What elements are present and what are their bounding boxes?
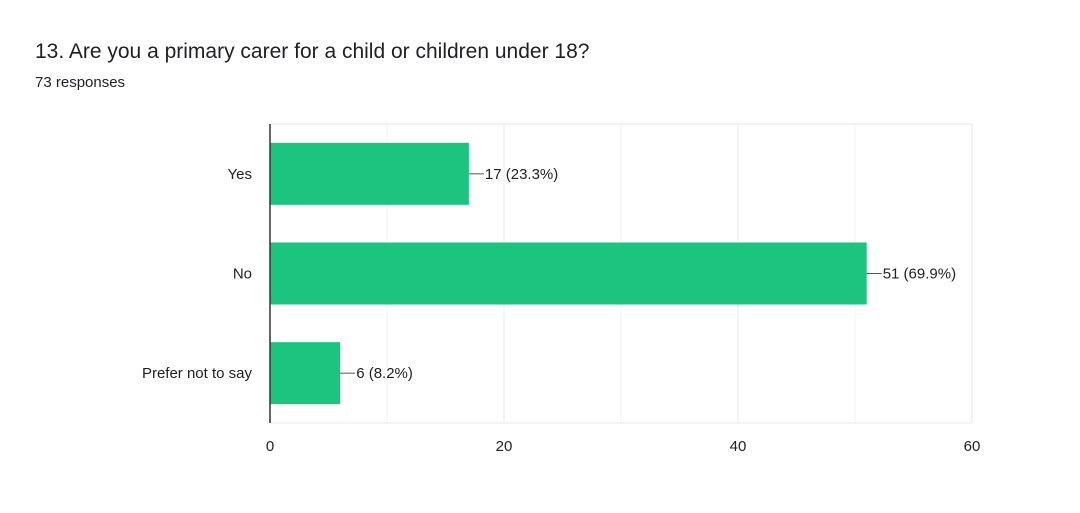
x-tick-label: 60 (964, 438, 981, 455)
x-tick-label: 0 (266, 438, 274, 455)
category-label: Prefer not to say (142, 365, 253, 382)
category-labels: Yes No Prefer not to say (142, 166, 253, 382)
data-label: 51 (69.9%) (883, 266, 956, 283)
category-label: No (233, 266, 252, 283)
data-labels: 17 (23.3%) 51 (69.9%) 6 (8.2%) (340, 166, 956, 382)
data-label: 6 (8.2%) (356, 365, 413, 382)
category-label: Yes (228, 166, 252, 183)
bar (270, 242, 867, 305)
bar (270, 142, 469, 205)
data-label: 17 (23.3%) (485, 166, 558, 183)
response-count: 73 responses (35, 74, 126, 91)
x-tick-label: 20 (496, 438, 513, 455)
x-axis-tick-labels: 0 20 40 60 (266, 438, 981, 455)
question-title: 13. Are you a primary carer for a child … (35, 40, 590, 63)
bars (270, 142, 867, 405)
bar (270, 342, 341, 405)
grid-lines (270, 123, 973, 424)
x-tick-label: 40 (730, 438, 747, 455)
